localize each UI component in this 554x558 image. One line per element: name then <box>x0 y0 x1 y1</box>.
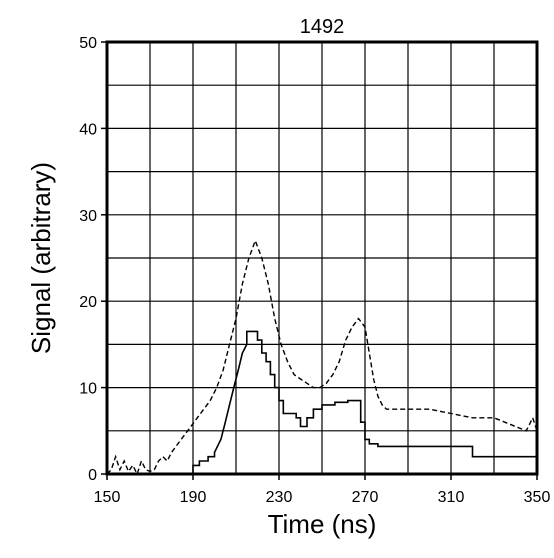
y-tick-label: 0 <box>88 467 97 484</box>
chart-title: 1492 <box>300 16 345 38</box>
y-axis-label: Signal (arbitrary) <box>26 162 56 354</box>
y-tick-labels: 0 10 20 30 40 50 <box>79 35 107 484</box>
grid <box>107 42 537 474</box>
y-tick-label: 50 <box>79 35 97 52</box>
y-tick-label: 10 <box>79 381 97 398</box>
x-tick-label: 270 <box>352 489 379 506</box>
x-tick-labels: 150 190 230 270 310 350 <box>94 474 551 506</box>
y-tick-label: 40 <box>79 121 97 138</box>
x-tick-label: 230 <box>266 489 293 506</box>
y-tick-label: 20 <box>79 294 97 311</box>
series-line-solid <box>107 330 537 475</box>
y-tick-label: 30 <box>79 208 97 225</box>
x-axis-label: Time (ns) <box>268 509 377 539</box>
plot-frame <box>105 40 539 476</box>
x-tick-label: 190 <box>180 489 207 506</box>
x-tick-label: 150 <box>94 489 121 506</box>
series-group <box>106 238 538 476</box>
series-line-dashed <box>106 238 538 476</box>
x-tick-label: 350 <box>524 489 551 506</box>
x-tick-label: 310 <box>438 489 465 506</box>
